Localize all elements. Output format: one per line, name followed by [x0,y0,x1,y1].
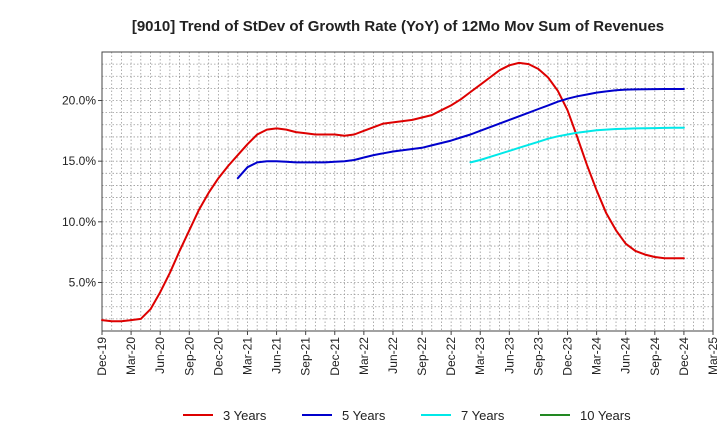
series-line-5-years [236,88,685,180]
legend-label-7-years: 7 Years [461,408,505,423]
y-axis: 5.0% 10.0% 15.0% 20.0% [62,94,102,289]
x-tick-label: Dec-19 [95,337,109,376]
y-tick-label: 10.0% [62,215,96,229]
x-tick-label: Dec-23 [561,337,575,376]
x-tick-label: Jun-22 [386,337,400,374]
x-tick-label: Sep-21 [299,337,313,376]
chart-title: [9010] Trend of StDev of Growth Rate (Yo… [132,18,664,35]
series-line-7-years [469,126,685,164]
x-axis: Dec-19 Mar-20 Jun-20 Sep-20 Dec-20 Mar-21 Jun-… [95,331,720,376]
grid [102,51,713,332]
x-tick-label: Sep-24 [648,337,662,376]
x-tick-label: Jun-23 [502,337,516,374]
legend: 3 Years 5 Years 7 Years 10 Years [183,408,631,423]
legend-label-5-years: 5 Years [342,408,386,423]
series-line-3-years [101,61,685,323]
y-tick-label: 20.0% [62,94,96,108]
x-tick-label: Mar-25 [706,337,720,375]
x-tick-label: Jun-20 [153,337,167,374]
x-tick-label: Dec-24 [677,337,691,376]
y-tick-label: 15.0% [62,154,96,168]
x-tick-label: Sep-22 [415,337,429,376]
series-lines [101,61,685,323]
x-tick-label: Sep-23 [531,337,545,376]
x-tick-label: Dec-20 [211,337,225,376]
x-tick-label: Jun-24 [619,337,633,374]
x-tick-label: Jun-21 [270,337,284,374]
y-tick-label: 5.0% [69,275,97,289]
x-tick-label: Dec-22 [444,337,458,376]
x-tick-label: Mar-20 [124,337,138,375]
legend-label-3-years: 3 Years [223,408,267,423]
x-tick-label: Sep-20 [182,337,196,376]
x-tick-label: Mar-22 [357,337,371,375]
x-tick-label: Mar-23 [473,337,487,375]
legend-label-10-years: 10 Years [580,408,631,423]
x-tick-label: Mar-24 [590,337,604,375]
x-tick-label: Dec-21 [328,337,342,376]
x-tick-label: Mar-21 [240,337,254,375]
plot-area-border [101,51,714,332]
